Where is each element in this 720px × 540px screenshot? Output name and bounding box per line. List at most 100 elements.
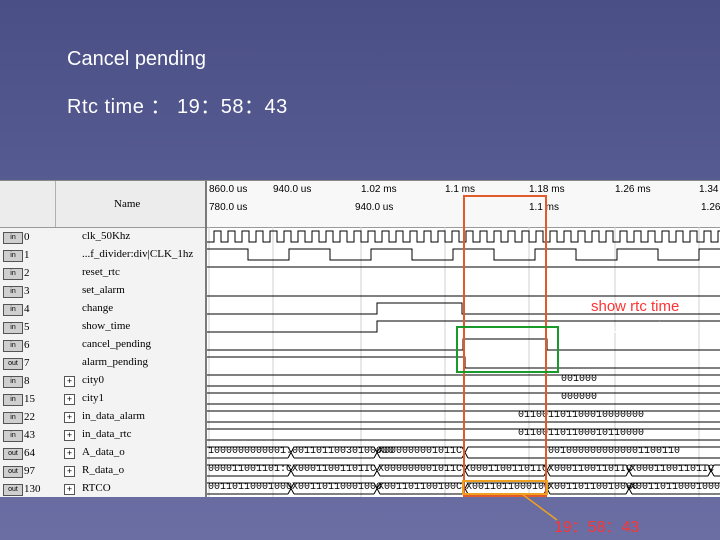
expand-bus-button[interactable]: + bbox=[64, 376, 75, 387]
signal-index: 64 bbox=[24, 447, 35, 459]
cancel-pending-wave bbox=[207, 338, 720, 351]
signal-row[interactable]: out 64 + A_data_o bbox=[0, 444, 205, 462]
rtc-time-line: Rtc time ： 19：58：43 bbox=[67, 96, 288, 118]
signal-row[interactable]: in 8 + city0 bbox=[0, 372, 205, 390]
signal-row[interactable]: in 0 clk_50Khz bbox=[0, 228, 205, 246]
signal-name: alarm_pending bbox=[82, 356, 148, 368]
expand-bus-button[interactable]: + bbox=[64, 412, 75, 423]
signal-row[interactable]: in 4 change bbox=[0, 300, 205, 318]
bus-value: 011001101100010000000 bbox=[518, 410, 645, 421]
signal-row[interactable]: in 15 + city1 bbox=[0, 390, 205, 408]
bus-value: X001101100100C bbox=[378, 482, 463, 493]
signal-index: 4 bbox=[24, 303, 30, 315]
bus-value: X00110110001000 bbox=[292, 482, 383, 493]
highlight-orange-box bbox=[462, 480, 548, 495]
signal-index: 3 bbox=[24, 285, 30, 297]
bus-value: 001000 bbox=[561, 374, 598, 385]
input-pin-icon: in bbox=[3, 430, 23, 442]
time-value-label: 19：58：43 bbox=[554, 519, 640, 536]
output-pin-icon: out bbox=[3, 484, 23, 496]
input-pin-icon: in bbox=[3, 376, 23, 388]
input-pin-icon: in bbox=[3, 322, 23, 334]
signal-name: A_data_o bbox=[82, 446, 125, 458]
waveform-window: Name in 0 clk_50Khz in 1 ...f_divider:div|CLK… bbox=[0, 180, 720, 497]
bus-value: 00110110030100000 bbox=[292, 446, 395, 457]
signal-row[interactable]: in 3 set_alarm bbox=[0, 282, 205, 300]
signal-name: change bbox=[82, 302, 114, 314]
bus-value: 1000000000001: bbox=[208, 446, 293, 457]
signal-index: 130 bbox=[24, 483, 41, 495]
waveform-area[interactable]: 001000 000000 011001101100010000000 0110011… bbox=[207, 227, 720, 497]
signal-row[interactable]: out 130 + RTCO bbox=[0, 480, 205, 498]
signal-row[interactable]: out 97 + R_data_o bbox=[0, 462, 205, 480]
time-tick-label: 1.02 ms bbox=[361, 184, 397, 195]
signal-index: 15 bbox=[24, 393, 35, 405]
highlight-green-box bbox=[456, 326, 559, 373]
clk-50khz-wave bbox=[207, 230, 720, 243]
bus-value: 000011001101:C bbox=[208, 464, 293, 475]
expand-bus-button[interactable]: + bbox=[64, 466, 75, 477]
signal-row[interactable]: out 7 alarm_pending bbox=[0, 354, 205, 372]
clk-1hz-wave bbox=[207, 248, 720, 261]
bus-value: X00011001101IC bbox=[630, 464, 715, 475]
time-tick-label: 1.1 ms bbox=[529, 202, 560, 213]
expand-bus-button[interactable]: + bbox=[64, 484, 75, 495]
output-pin-icon: out bbox=[3, 466, 23, 478]
name-column-header[interactable]: Name bbox=[0, 181, 205, 228]
column-separator[interactable] bbox=[55, 181, 56, 227]
signal-row[interactable]: in 5 show_time bbox=[0, 318, 205, 336]
bus-wave-top bbox=[207, 446, 720, 459]
signal-name: show_time bbox=[82, 320, 131, 332]
bus-value: X00110110010000 bbox=[548, 482, 639, 493]
signal-name: RTCO bbox=[82, 482, 111, 494]
input-pin-icon: in bbox=[3, 268, 23, 280]
alarm-pending-wave bbox=[207, 356, 720, 369]
input-pin-icon: in bbox=[3, 340, 23, 352]
signal-index: 1 bbox=[24, 249, 30, 261]
expand-bus-button[interactable]: + bbox=[64, 394, 75, 405]
time-tick-label: 1.26 ms bbox=[615, 184, 651, 195]
bus-value: X00011001101IC bbox=[292, 464, 377, 475]
signal-name: clk_50Khz bbox=[82, 230, 131, 242]
output-pin-icon: out bbox=[3, 448, 23, 460]
bus-value: 0010000000000001100110 bbox=[548, 446, 681, 457]
time-tick-label: 860.0 us bbox=[209, 184, 248, 195]
input-pin-icon: in bbox=[3, 286, 23, 298]
signal-index: 6 bbox=[24, 339, 30, 351]
signal-row[interactable]: in 22 + in_data_alarm bbox=[0, 408, 205, 426]
expand-bus-button[interactable]: + bbox=[64, 448, 75, 459]
signal-row[interactable]: in 43 + in_data_rtc bbox=[0, 426, 205, 444]
bus-value: X000000001011C bbox=[378, 446, 463, 457]
input-pin-icon: in bbox=[3, 304, 23, 316]
expand-bus-button[interactable]: + bbox=[64, 430, 75, 441]
bus-value: X00110110001000 bbox=[630, 482, 720, 493]
signal-index: 97 bbox=[24, 465, 35, 477]
time-tick-label: 1.1 ms bbox=[445, 184, 476, 195]
signal-row[interactable]: in 2 reset_rtc bbox=[0, 264, 205, 282]
input-pin-icon: in bbox=[3, 412, 23, 424]
input-pin-icon: in bbox=[3, 250, 23, 262]
show-rtc-time-label: show rtc time bbox=[591, 298, 680, 315]
bus-value: 000000 bbox=[561, 392, 598, 403]
waveform-traces bbox=[207, 227, 720, 497]
bus-value: X00011001101IC bbox=[548, 464, 633, 475]
signal-index: 22 bbox=[24, 411, 35, 423]
bus-value: X00011001101IC bbox=[464, 464, 549, 475]
time-tick-label: 1.18 ms bbox=[529, 184, 565, 195]
input-pin-icon: in bbox=[3, 232, 23, 244]
bus-value: X000000001011C bbox=[378, 464, 463, 475]
name-header-label: Name bbox=[114, 198, 141, 210]
signal-name: cancel_pending bbox=[82, 338, 152, 350]
signal-name: R_data_o bbox=[82, 464, 125, 476]
time-tick-label: 940.0 us bbox=[355, 202, 394, 213]
time-tick-label: 780.0 us bbox=[209, 202, 248, 213]
signal-index: 43 bbox=[24, 429, 35, 441]
signal-name: city1 bbox=[82, 392, 104, 404]
signal-row[interactable]: in 1 ...f_divider:div|CLK_1hz bbox=[0, 246, 205, 264]
highlight-red-box bbox=[463, 195, 547, 497]
signal-name: in_data_alarm bbox=[82, 410, 145, 422]
signal-row[interactable]: in 6 cancel_pending bbox=[0, 336, 205, 354]
signal-index: 5 bbox=[24, 321, 30, 333]
change-wave bbox=[207, 302, 720, 315]
